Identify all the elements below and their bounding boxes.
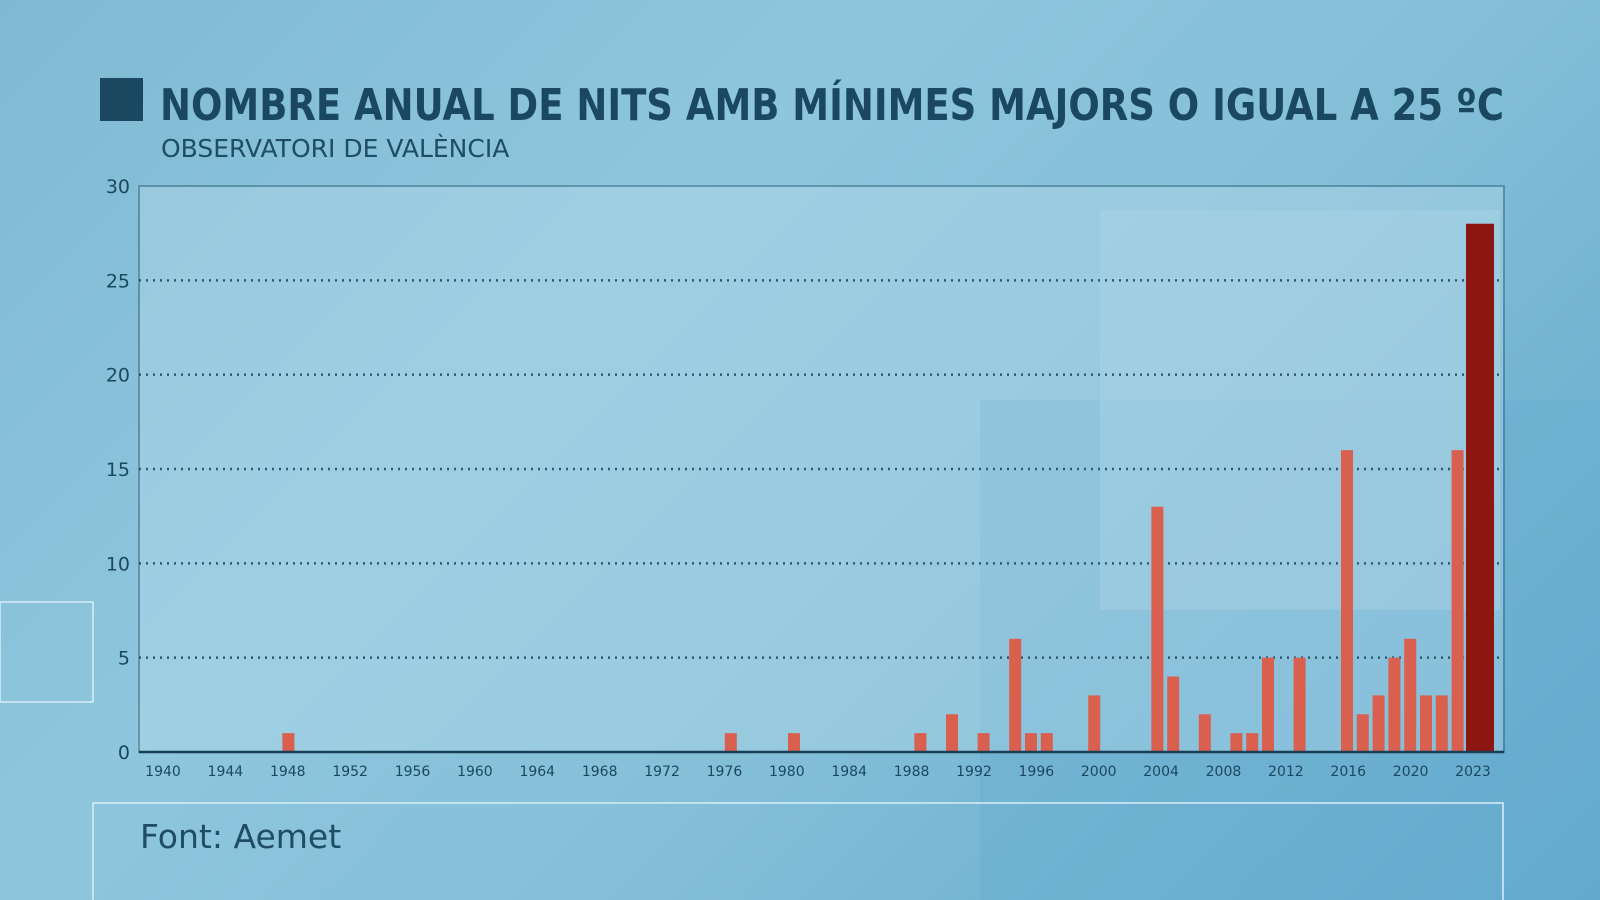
y-tick-label: 10 bbox=[106, 553, 130, 575]
bar-2009 bbox=[1246, 733, 1259, 752]
x-tick-label: 1944 bbox=[208, 764, 244, 780]
bar-2017 bbox=[1372, 695, 1385, 752]
y-tick-label: 25 bbox=[106, 270, 130, 292]
chart-title: NOMBRE ANUAL DE NITS AMB MÍNIMES MAJORS … bbox=[160, 78, 1504, 131]
bg-frame bbox=[92, 802, 1504, 900]
x-tick-label: 1996 bbox=[1019, 764, 1055, 780]
x-tick-label: 1940 bbox=[145, 764, 181, 780]
x-tick-label: 2016 bbox=[1330, 764, 1366, 780]
bar-2018 bbox=[1388, 657, 1401, 752]
x-tick-label: 1968 bbox=[582, 764, 618, 780]
y-tick-label: 15 bbox=[106, 459, 130, 481]
bg-panel bbox=[1100, 210, 1500, 610]
x-tick-label: 1988 bbox=[894, 764, 930, 780]
x-tick-label: 1972 bbox=[644, 764, 680, 780]
bar-2021 bbox=[1435, 695, 1448, 752]
bar-2003 bbox=[1151, 506, 1164, 752]
bar-2015 bbox=[1341, 450, 1353, 752]
y-tick-label: 0 bbox=[118, 742, 130, 764]
bar-2008 bbox=[1230, 733, 1243, 752]
x-tick-label: 2020 bbox=[1393, 764, 1429, 780]
bar-1980 bbox=[788, 733, 800, 752]
x-tick-label: 1992 bbox=[956, 764, 992, 780]
x-tick-label: 1964 bbox=[519, 764, 555, 780]
source-note: Font: Aemet bbox=[140, 817, 341, 856]
x-tick-label: 1976 bbox=[707, 764, 743, 780]
x-tick-label: 2008 bbox=[1206, 764, 1242, 780]
bar-1999 bbox=[1088, 695, 1101, 752]
title-square bbox=[100, 78, 143, 121]
x-tick-label: 2023 bbox=[1455, 764, 1491, 780]
bar-1990 bbox=[946, 714, 958, 752]
bar-2020 bbox=[1420, 695, 1432, 752]
bar-2010 bbox=[1262, 657, 1274, 752]
bar-2023 bbox=[1466, 223, 1494, 752]
bg-panel bbox=[980, 400, 1600, 900]
x-tick-label: 1956 bbox=[395, 764, 431, 780]
chart-subtitle: OBSERVATORI DE VALÈNCIA bbox=[161, 134, 509, 163]
x-tick-label: 1960 bbox=[457, 764, 493, 780]
y-tick-label: 20 bbox=[106, 365, 130, 387]
x-tick-label: 1984 bbox=[831, 764, 867, 780]
y-tick-label: 5 bbox=[118, 648, 130, 670]
y-tick-label: 30 bbox=[106, 176, 130, 198]
x-tick-label: 1948 bbox=[270, 764, 306, 780]
x-tick-label: 1980 bbox=[769, 764, 805, 780]
bar-1995 bbox=[1025, 733, 1037, 752]
bar-2006 bbox=[1198, 714, 1211, 752]
x-tick-label: 2004 bbox=[1143, 764, 1179, 780]
bar-1976 bbox=[724, 733, 737, 752]
x-tick-label: 2000 bbox=[1081, 764, 1117, 780]
x-tick-label: 2012 bbox=[1268, 764, 1304, 780]
bar-1994 bbox=[1009, 638, 1022, 752]
bar-1992 bbox=[977, 733, 990, 752]
bar-2022 bbox=[1451, 450, 1464, 752]
bar-2012 bbox=[1293, 657, 1306, 752]
bar-1996 bbox=[1040, 733, 1053, 752]
bar-2016 bbox=[1356, 714, 1369, 752]
bar-1988 bbox=[914, 733, 927, 752]
bar-1948 bbox=[282, 733, 295, 752]
bar-2004 bbox=[1167, 676, 1180, 752]
x-tick-label: 1952 bbox=[332, 764, 368, 780]
bar-2019 bbox=[1404, 638, 1417, 752]
bg-frame bbox=[0, 601, 94, 703]
